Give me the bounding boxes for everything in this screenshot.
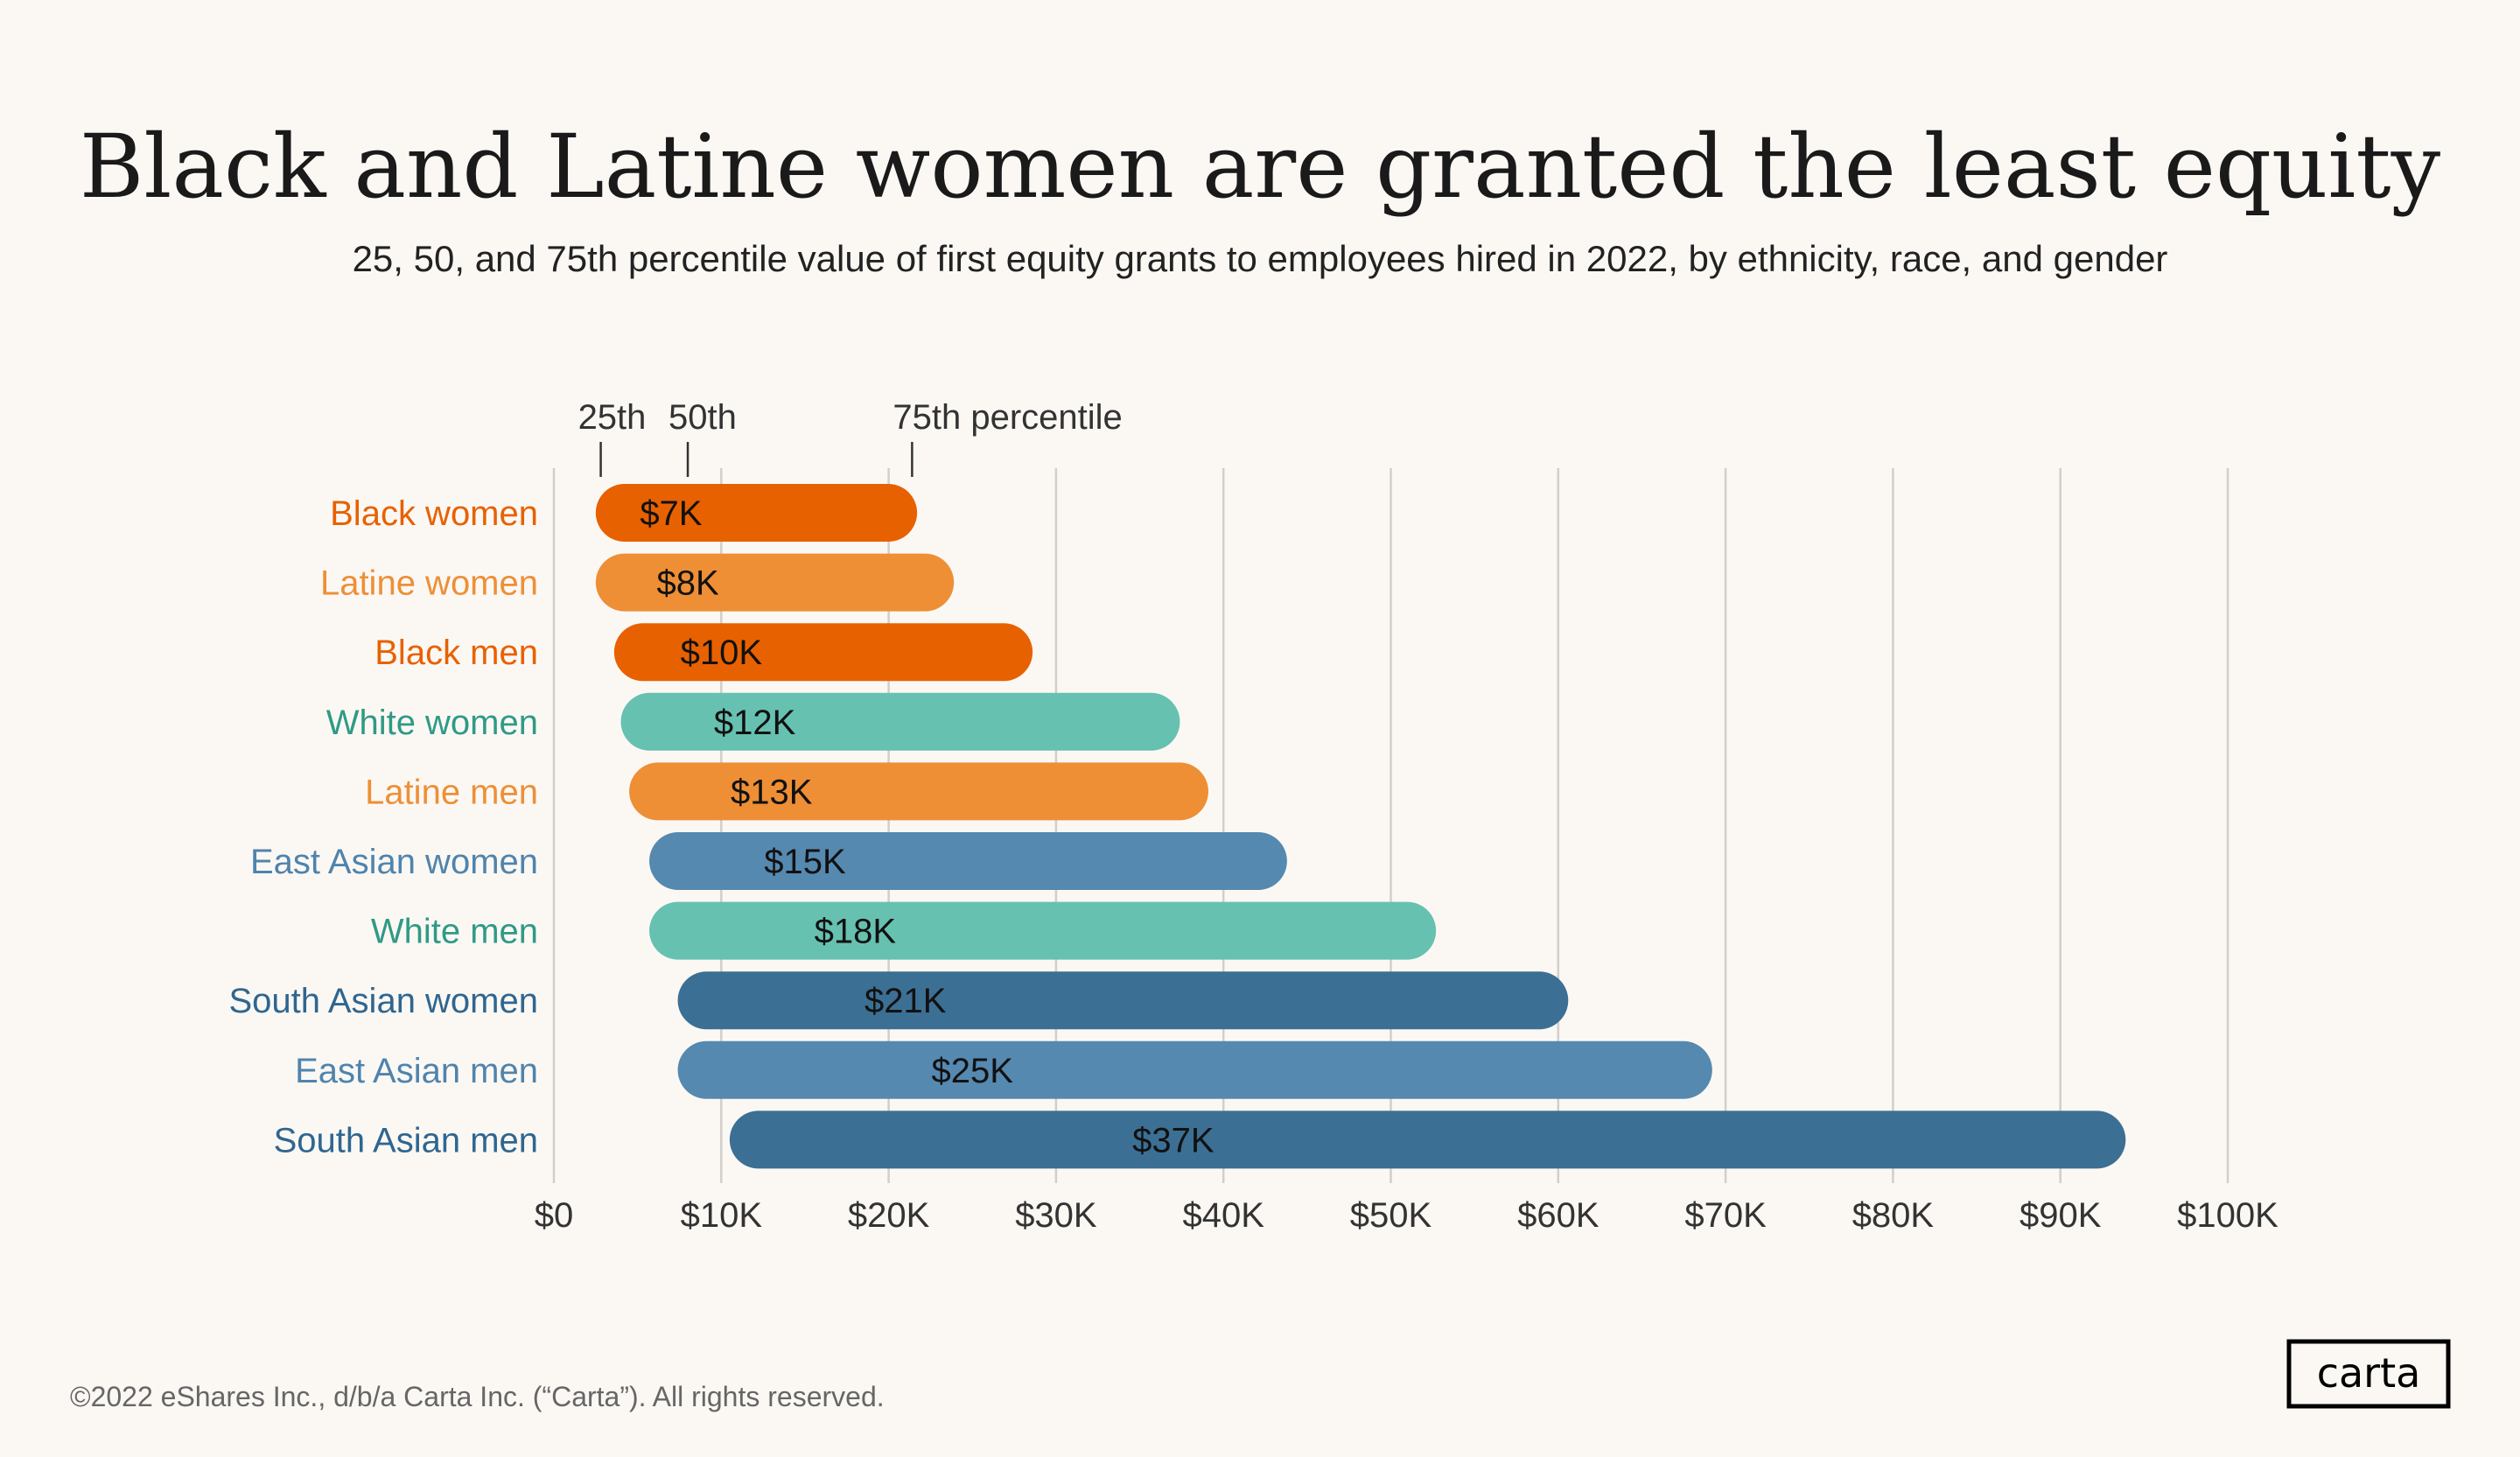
range-bar: [649, 832, 1287, 890]
x-tick-label: $10K: [681, 1196, 763, 1235]
range-bar: [613, 623, 1033, 682]
svg-text:carta: carta: [2317, 1349, 2421, 1397]
median-label: $13K: [731, 773, 813, 811]
range-bar: [649, 901, 1437, 960]
range-bar: [677, 971, 1569, 1030]
category-label: White men: [371, 913, 538, 951]
median-label: $10K: [681, 634, 763, 672]
range-bar: [677, 1040, 1712, 1099]
median-label: $15K: [764, 843, 846, 881]
percentile-label-p50: 50th: [668, 398, 737, 437]
carta-logo: carta: [2286, 1339, 2451, 1409]
range-bar: [620, 692, 1180, 751]
median-label: $12K: [714, 704, 796, 742]
median-label: $8K: [656, 564, 718, 603]
category-label: White women: [326, 704, 538, 742]
copyright-text: ©2022 eShares Inc., d/b/a Carta Inc. (“C…: [70, 1381, 885, 1412]
category-label: East Asian women: [250, 843, 538, 881]
x-tick-label: $80K: [1852, 1196, 1935, 1235]
median-label: $37K: [1132, 1121, 1214, 1159]
range-bar: [595, 484, 918, 542]
category-label: Black men: [374, 634, 538, 672]
x-tick-label: $90K: [2020, 1196, 2102, 1235]
x-tick-label: $70K: [1684, 1196, 1767, 1235]
range-bar: [595, 553, 955, 612]
category-label: South Asian women: [228, 982, 538, 1020]
x-tick-label: $30K: [1015, 1196, 1097, 1235]
x-axis-ticks: $0 $10K $20K $30K $40K $50K $60K $70K $80K $90K $1…: [535, 1196, 2278, 1235]
median-label: $7K: [640, 494, 702, 533]
category-label: Latine women: [320, 564, 538, 603]
percentile-annotation: 25th 50th 75th percentile: [578, 398, 1123, 477]
chart-title: Black and Latine women are granted the l…: [80, 116, 2441, 218]
median-label: $25K: [932, 1052, 1014, 1090]
x-tick-label: $60K: [1517, 1196, 1600, 1235]
chart-subtitle: 25, 50, and 75th percentile value of fir…: [353, 238, 2168, 279]
range-bar: [729, 1110, 2126, 1169]
x-tick-label: $50K: [1350, 1196, 1432, 1235]
x-tick-label: $0: [535, 1196, 574, 1235]
percentile-label-p25: 25th: [578, 398, 647, 437]
median-label: $21K: [864, 982, 947, 1020]
x-tick-label: $100K: [2177, 1196, 2278, 1235]
category-label: Latine men: [365, 773, 538, 811]
category-label: South Asian men: [274, 1121, 538, 1159]
range-bar: [629, 762, 1208, 821]
x-tick-label: $40K: [1182, 1196, 1264, 1235]
bars: Black women $7K Latine women $8K Black men $1…: [228, 484, 2126, 1169]
median-label: $18K: [815, 913, 897, 951]
x-tick-label: $20K: [848, 1196, 930, 1235]
category-label: Black women: [330, 494, 538, 533]
category-label: East Asian men: [295, 1052, 538, 1090]
percentile-label-p75: 75th percentile: [892, 398, 1122, 437]
